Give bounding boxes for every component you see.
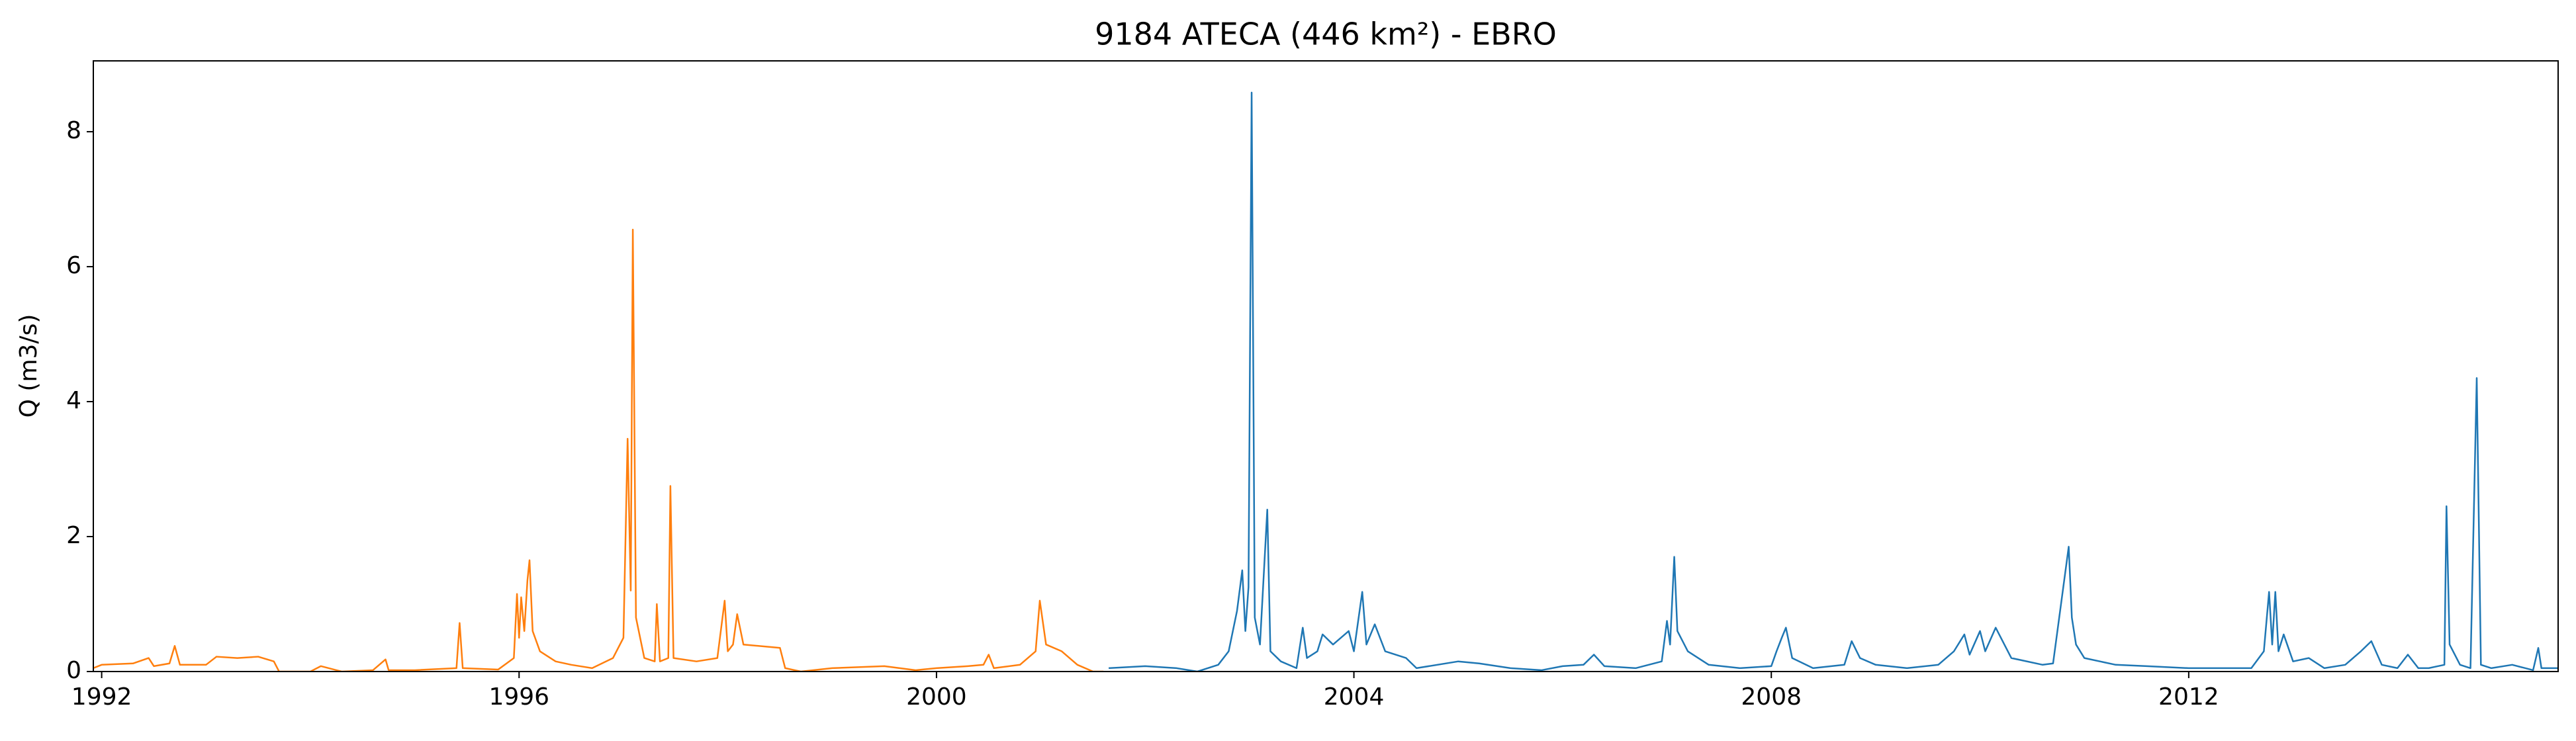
- y-axis-label: Q (m3/s): [15, 314, 42, 418]
- y-tick-label: 2: [66, 522, 81, 549]
- y-tick-label: 8: [66, 117, 81, 144]
- y-tick-label: 6: [66, 252, 81, 279]
- data-line: [93, 228, 1104, 672]
- data-line: [1108, 91, 2558, 672]
- x-tick-label: 2004: [1324, 683, 1385, 711]
- x-tick-label: 2012: [2158, 683, 2219, 711]
- x-tick-label: 2000: [906, 683, 967, 711]
- plot-frame: [93, 60, 2559, 672]
- y-tick-label: 0: [66, 657, 81, 684]
- x-tick-label: 2008: [1741, 683, 1802, 711]
- y-tick-label: 4: [66, 387, 81, 414]
- x-tick-label: 1996: [488, 683, 549, 711]
- x-tick-label: 1992: [71, 683, 132, 711]
- chart-title: 9184 ATECA (446 km²) - EBRO: [1095, 17, 1557, 52]
